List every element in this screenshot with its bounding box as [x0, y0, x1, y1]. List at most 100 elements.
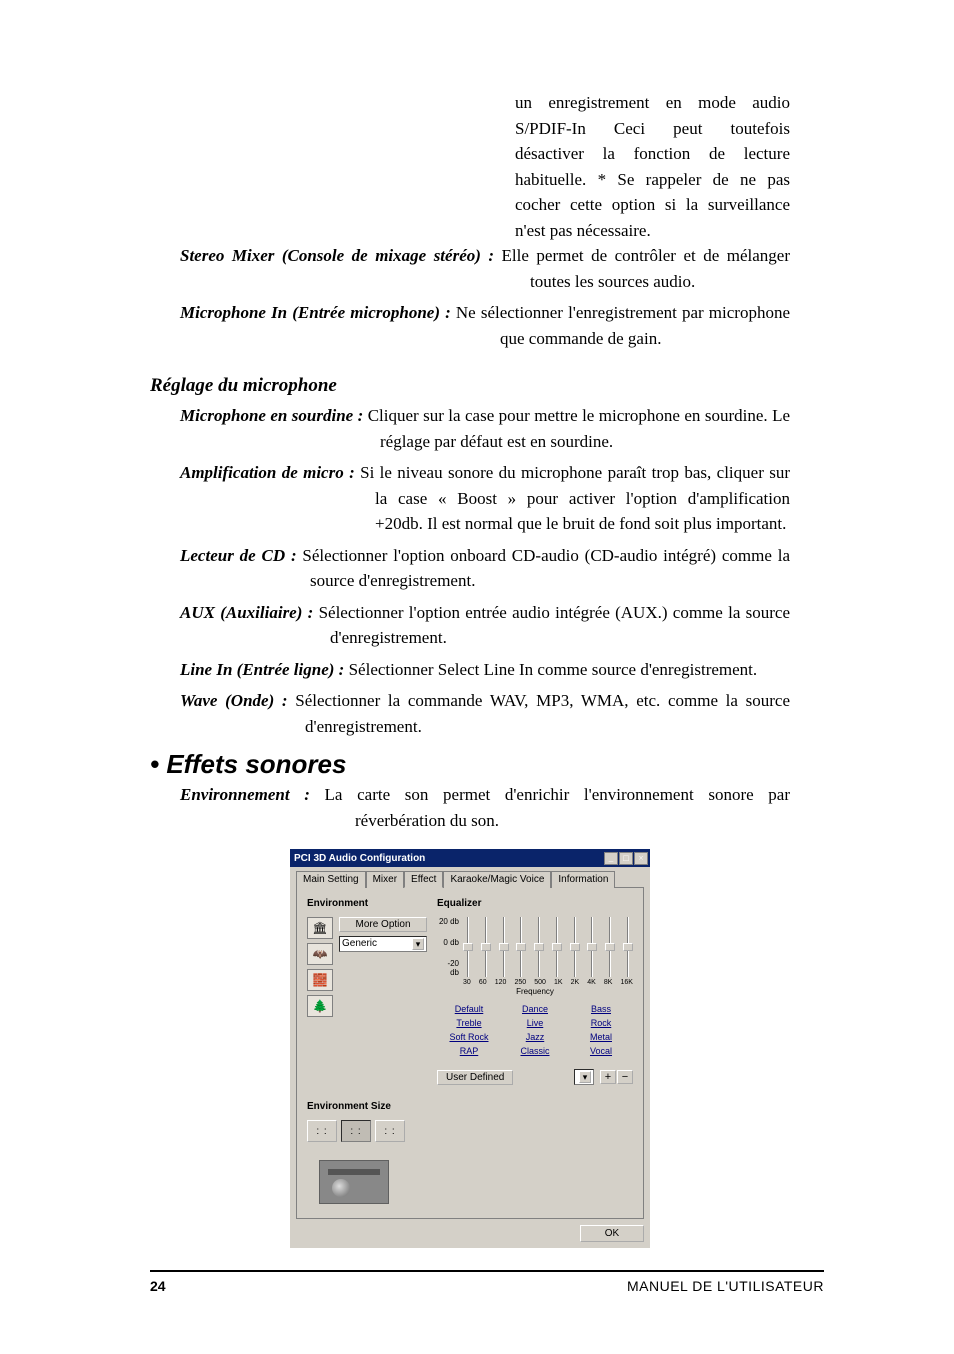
definition-item: Amplification de micro : Si le niveau so…	[150, 460, 790, 537]
eq-preset-dance[interactable]: Dance	[503, 1003, 567, 1015]
intro-text: un enregistrement en mode audio S/PDIF-I…	[515, 93, 790, 240]
slider-thumb-icon	[534, 943, 544, 951]
eq-preset-live[interactable]: Live	[503, 1017, 567, 1029]
eq-x-label: 2K	[571, 979, 580, 986]
eq-frequency-label: Frequency	[437, 987, 633, 996]
definition-body: Sélectionner Select Line In comme source…	[349, 660, 758, 679]
eq-sliders	[463, 917, 633, 977]
eq-slider[interactable]	[623, 917, 633, 977]
eq-slider[interactable]	[570, 917, 580, 977]
eq-slider[interactable]	[499, 917, 509, 977]
minimize-button[interactable]: _	[604, 852, 618, 865]
dialog-body: Main SettingMixerEffectKaraoke/Magic Voi…	[290, 867, 650, 1248]
definition-item: Microphone In (Entrée microphone) : Ne s…	[150, 300, 790, 351]
eq-slider[interactable]	[605, 917, 615, 977]
env-icon-1[interactable]: 🏛	[307, 917, 333, 939]
env-icon-4[interactable]: 🌲	[307, 995, 333, 1017]
definition-term: Environnement :	[180, 785, 325, 804]
tab-karaoke-magic-voice[interactable]: Karaoke/Magic Voice	[443, 871, 551, 888]
eq-preset-rock[interactable]: Rock	[569, 1017, 633, 1029]
eq-slider[interactable]	[463, 917, 473, 977]
definition-body: Ne sélectionner l'enregistrement par mic…	[456, 303, 790, 348]
eq-x-label: 120	[495, 979, 507, 986]
slider-thumb-icon	[481, 943, 491, 951]
audio-config-dialog: PCI 3D Audio Configuration _ □ × Main Se…	[290, 849, 650, 1248]
eq-preset-treble[interactable]: Treble	[437, 1017, 501, 1029]
definition-body: Si le niveau sonore du microphone paraît…	[360, 463, 790, 533]
equalizer-section: Equalizer 20 db 0 db -20 db 306012025050…	[437, 898, 633, 1085]
chevron-down-icon: ▾	[412, 938, 424, 950]
eq-x-label: 250	[514, 979, 526, 986]
eq-preset-jazz[interactable]: Jazz	[503, 1031, 567, 1043]
environment-size-section: Environment Size : : : : : :	[307, 1101, 447, 1204]
environment-section: Environment 🏛 🦇 🧱 🌲 More Option	[307, 898, 427, 1085]
eq-preset-vocal[interactable]: Vocal	[569, 1045, 633, 1057]
intro-continuation: un enregistrement en mode audio S/PDIF-I…	[150, 90, 790, 243]
environment-select-value: Generic	[342, 938, 377, 950]
maximize-button[interactable]: □	[619, 852, 633, 865]
dialog-title: PCI 3D Audio Configuration	[294, 853, 425, 864]
slider-thumb-icon	[552, 943, 562, 951]
definition-item: Microphone en sourdine : Cliquer sur la …	[150, 403, 790, 454]
manual-label: MANUEL DE L'UTILISATEUR	[627, 1278, 824, 1294]
eq-preset-rap[interactable]: RAP	[437, 1045, 501, 1057]
tabs: Main SettingMixerEffectKaraoke/Magic Voi…	[296, 871, 644, 888]
eq-preset-metal[interactable]: Metal	[569, 1031, 633, 1043]
eq-x-label: 500	[534, 979, 546, 986]
environment-icon-column: 🏛 🦇 🧱 🌲	[307, 917, 333, 1017]
slider-thumb-icon	[605, 943, 615, 951]
definition-item: Wave (Onde) : Sélectionner la commande W…	[150, 688, 790, 739]
eq-slider[interactable]	[534, 917, 544, 977]
eq-y-top: 20 db	[437, 917, 459, 926]
environment-select[interactable]: Generic ▾	[339, 936, 427, 952]
definition-term: Stereo Mixer (Console de mixage stéréo) …	[180, 246, 502, 265]
tab-effect[interactable]: Effect	[404, 871, 443, 888]
eq-preset-bass[interactable]: Bass	[569, 1003, 633, 1015]
preset-add-button[interactable]: +	[600, 1070, 616, 1084]
user-defined-button[interactable]: User Defined	[437, 1070, 513, 1085]
eq-slider[interactable]	[587, 917, 597, 977]
user-defined-select[interactable]: ▾	[574, 1069, 594, 1085]
eq-x-label: 60	[479, 979, 487, 986]
slider-thumb-icon	[499, 943, 509, 951]
equalizer-title: Equalizer	[437, 898, 633, 909]
close-button[interactable]: ×	[634, 852, 648, 865]
eq-x-label: 30	[463, 979, 471, 986]
page-footer: 24 MANUEL DE L'UTILISATEUR	[150, 1270, 824, 1294]
definition-term: Line In (Entrée ligne) :	[180, 660, 349, 679]
eq-preset-soft-rock[interactable]: Soft Rock	[437, 1031, 501, 1043]
eq-x-label: 4K	[587, 979, 596, 986]
definition-item: AUX (Auxiliaire) : Sélectionner l'option…	[150, 600, 790, 651]
dialog-titlebar[interactable]: PCI 3D Audio Configuration _ □ ×	[290, 849, 650, 867]
preset-remove-button[interactable]: −	[617, 1070, 633, 1084]
definition-term: Microphone en sourdine :	[180, 406, 368, 425]
effect-panel: Environment 🏛 🦇 🧱 🌲 More Option	[296, 887, 644, 1219]
env-icon-3[interactable]: 🧱	[307, 969, 333, 991]
tab-main-setting[interactable]: Main Setting	[296, 871, 366, 888]
eq-slider[interactable]	[516, 917, 526, 977]
eq-y-mid: 0 db	[437, 938, 459, 947]
heading-microphone: Réglage du microphone	[150, 375, 790, 397]
eq-x-label: 16K	[620, 979, 632, 986]
environment-size-title: Environment Size	[307, 1101, 447, 1112]
heading-effets: • Effets sonores	[150, 749, 790, 780]
ok-button[interactable]: OK	[580, 1225, 644, 1242]
tab-mixer[interactable]: Mixer	[366, 871, 404, 888]
titlebar-buttons: _ □ ×	[604, 852, 648, 865]
tab-information[interactable]: Information	[551, 871, 615, 888]
user-defined-row: User Defined ▾ + −	[437, 1069, 633, 1085]
slider-thumb-icon	[570, 943, 580, 951]
eq-x-labels: 30601202505001K2K4K8K16K	[463, 979, 633, 986]
eq-preset-classic[interactable]: Classic	[503, 1045, 567, 1057]
env-icon-2[interactable]: 🦇	[307, 943, 333, 965]
more-option-button[interactable]: More Option	[339, 917, 427, 932]
definition-body: Elle permet de contrôler et de mélanger …	[502, 246, 790, 291]
eq-preset-default[interactable]: Default	[437, 1003, 501, 1015]
size-medium-button[interactable]: : :	[341, 1120, 371, 1142]
eq-slider[interactable]	[552, 917, 562, 977]
environment-title: Environment	[307, 898, 427, 909]
definition-term: AUX (Auxiliaire) :	[180, 603, 319, 622]
size-large-button[interactable]: : :	[375, 1120, 405, 1142]
eq-slider[interactable]	[481, 917, 491, 977]
size-small-button[interactable]: : :	[307, 1120, 337, 1142]
